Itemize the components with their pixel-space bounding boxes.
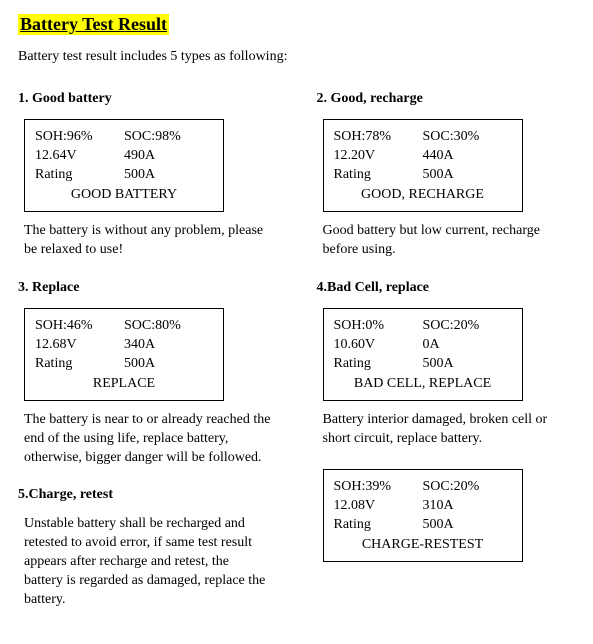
rating-value: 500A — [423, 517, 512, 533]
status-text: CHARGE-RESTEST — [334, 537, 512, 553]
soh-value: SOH:46% — [35, 318, 124, 334]
voltage-value: 12.20V — [334, 148, 423, 164]
current-value: 340A — [124, 337, 213, 353]
soh-value: SOH:39% — [334, 479, 423, 495]
soc-value: SOC:20% — [423, 318, 512, 334]
box-replace: SOH:46% SOC:80% 12.68V 340A Rating 500A … — [24, 308, 224, 401]
heading-replace: 3. Replace — [18, 280, 277, 296]
rating-value: 500A — [124, 356, 213, 372]
intro-text: Battery test result includes 5 types as … — [18, 49, 575, 65]
rating-value: 500A — [124, 167, 213, 183]
box-good-recharge: SOH:78% SOC:30% 12.20V 440A Rating 500A … — [323, 119, 523, 212]
box-good-battery: SOH:96% SOC:98% 12.64V 490A Rating 500A … — [24, 119, 224, 212]
soc-value: SOC:20% — [423, 479, 512, 495]
rating-label: Rating — [334, 517, 423, 533]
desc-good-battery: The battery is without any problem, plea… — [24, 222, 271, 260]
current-value: 490A — [124, 148, 213, 164]
soc-value: SOC:98% — [124, 129, 213, 145]
soh-value: SOH:96% — [35, 129, 124, 145]
left-column: 1. Good battery SOH:96% SOC:98% 12.64V 4… — [18, 87, 277, 630]
heading-charge-retest: 5.Charge, retest — [18, 487, 277, 503]
current-value: 440A — [423, 148, 512, 164]
desc-charge-retest: Unstable battery shall be recharged and … — [24, 515, 271, 609]
status-text: GOOD, RECHARGE — [334, 187, 512, 203]
rating-label: Rating — [334, 356, 423, 372]
current-value: 310A — [423, 498, 512, 514]
soc-value: SOC:80% — [124, 318, 213, 334]
desc-replace: The battery is near to or already reache… — [24, 411, 271, 468]
heading-good-battery: 1. Good battery — [18, 91, 277, 107]
desc-good-recharge: Good battery but low current, recharge b… — [323, 222, 570, 260]
heading-good-recharge: 2. Good, recharge — [317, 91, 576, 107]
current-value: 0A — [423, 337, 512, 353]
voltage-value: 10.60V — [334, 337, 423, 353]
status-text: BAD CELL, REPLACE — [334, 376, 512, 392]
voltage-value: 12.64V — [35, 148, 124, 164]
rating-label: Rating — [35, 167, 124, 183]
soh-value: SOH:78% — [334, 129, 423, 145]
box-bad-cell: SOH:0% SOC:20% 10.60V 0A Rating 500A BAD… — [323, 308, 523, 401]
voltage-value: 12.08V — [334, 498, 423, 514]
soc-value: SOC:30% — [423, 129, 512, 145]
status-text: REPLACE — [35, 376, 213, 392]
content-columns: 1. Good battery SOH:96% SOC:98% 12.64V 4… — [18, 87, 575, 630]
voltage-value: 12.68V — [35, 337, 124, 353]
right-column: 2. Good, recharge SOH:78% SOC:30% 12.20V… — [317, 87, 576, 630]
rating-value: 500A — [423, 167, 512, 183]
rating-label: Rating — [334, 167, 423, 183]
box-charge-retest: SOH:39% SOC:20% 12.08V 310A Rating 500A … — [323, 469, 523, 562]
desc-bad-cell: Battery interior damaged, broken cell or… — [323, 411, 570, 449]
heading-bad-cell: 4.Bad Cell, replace — [317, 280, 576, 296]
page-title: Battery Test Result — [18, 14, 169, 35]
rating-value: 500A — [423, 356, 512, 372]
status-text: GOOD BATTERY — [35, 187, 213, 203]
soh-value: SOH:0% — [334, 318, 423, 334]
rating-label: Rating — [35, 356, 124, 372]
